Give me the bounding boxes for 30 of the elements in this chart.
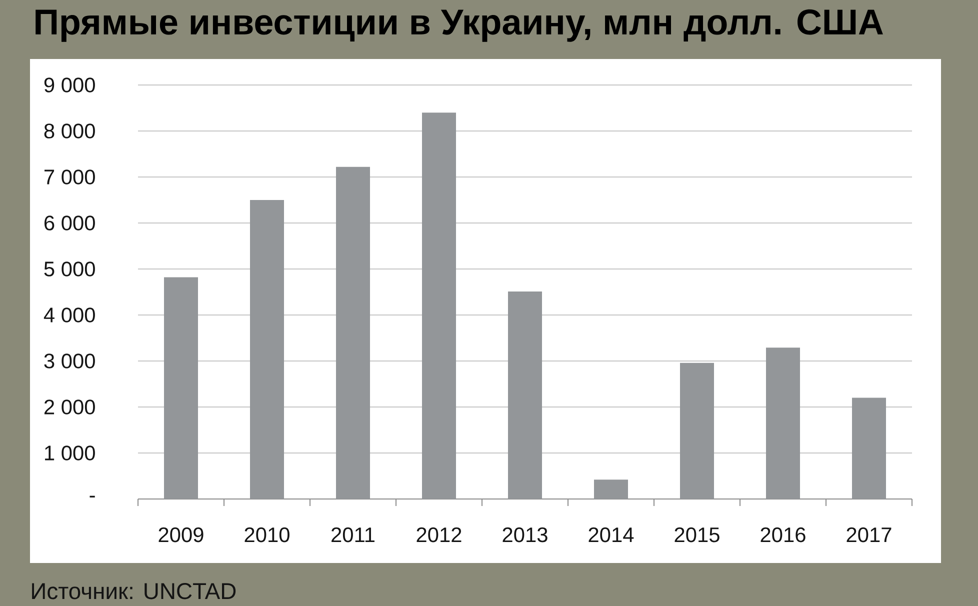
y-tick-label: 9 000 [44, 78, 95, 92]
bar [422, 112, 456, 499]
x-tick-label: 2017 [846, 527, 892, 542]
y-tick-label: 5 000 [44, 262, 95, 276]
bar [594, 480, 628, 499]
x-tick-label: 2011 [332, 527, 374, 542]
chart-title: Прямые инвестиции в Украину, млн долл. США [36, 9, 883, 42]
text: Источник: UNCTAD [32, 583, 236, 600]
x-tick-label: 2016 [760, 527, 806, 542]
bar [508, 292, 542, 499]
y-tick-label: 4 000 [44, 308, 95, 322]
bar [164, 277, 198, 499]
bar [336, 166, 370, 499]
x-tick-label: 2010 [244, 527, 290, 542]
bar [852, 398, 886, 499]
y-tick-label: 1 000 [45, 446, 95, 460]
bar [680, 362, 714, 499]
y-tick-label: - [90, 496, 95, 498]
bar [250, 200, 284, 499]
x-tick-label: 2012 [416, 527, 462, 542]
x-tick-label: 2013 [502, 527, 548, 542]
y-tick-label: 2 000 [44, 400, 95, 414]
x-tick-label: 2009 [158, 527, 204, 542]
y-tick-label: 8 000 [44, 124, 95, 138]
y-tick-label: 3 000 [44, 354, 95, 368]
bar [766, 348, 800, 499]
y-tick-label: 7 000 [44, 170, 95, 184]
y-tick-label: 6 000 [44, 216, 95, 230]
x-tick-label: 2015 [674, 527, 720, 542]
x-tick-label: 2014 [588, 527, 634, 542]
